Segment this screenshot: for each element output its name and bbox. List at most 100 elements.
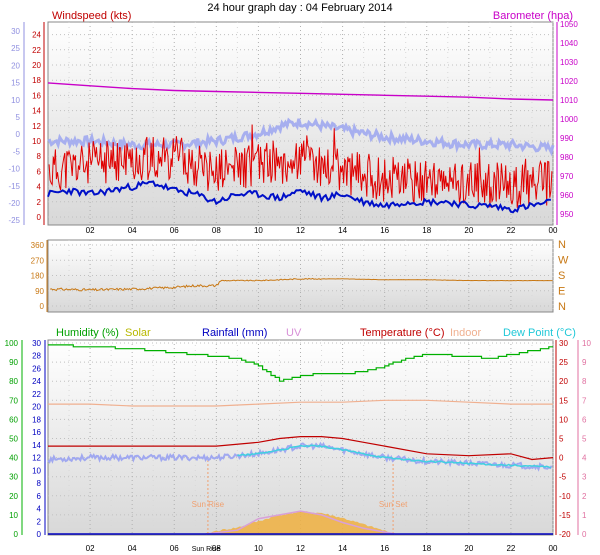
climate-series: Sun Rise Sun Set [47, 344, 554, 535]
x-tick-label: 16 [380, 226, 389, 235]
direction-series [49, 277, 553, 292]
temp-tick-label: 30 [559, 339, 568, 348]
temp-tick-label: 20 [559, 377, 568, 386]
baro-tick-label: 990 [560, 134, 574, 143]
humidity-tick-label: 60 [9, 415, 18, 424]
baro-tick-label: 1020 [560, 77, 578, 86]
far-left-tick-label: -15 [8, 182, 20, 191]
uv-tick-label: 1 [582, 511, 587, 520]
uv-tick-label: 5 [582, 435, 587, 444]
wind-tick-label: 10 [32, 137, 41, 146]
rain-tick-label: 22 [32, 390, 41, 399]
rainfall-label: Rainfall (mm) [202, 327, 267, 339]
temp-tick-label: -5 [559, 473, 567, 482]
wind-tick-label: 14 [32, 107, 41, 116]
temp-tick-label: 0 [559, 454, 564, 463]
baro-tick-label: 950 [560, 210, 574, 219]
x-tick-label: 14 [338, 544, 347, 553]
x-tick-label: 10 [254, 544, 263, 553]
x-tick-label: 22 [506, 226, 515, 235]
barometer-label: Barometer (hpa) [493, 10, 573, 22]
uv-tick-label: 3 [582, 473, 587, 482]
baro-tick-label: 980 [560, 153, 574, 162]
rain-tick-label: 30 [32, 339, 41, 348]
rain-tick-label: 14 [32, 441, 41, 450]
uv-tick-label: 7 [582, 396, 587, 405]
solar-label: Solar [125, 327, 151, 339]
x-tick-label: 22 [506, 544, 515, 553]
rain-tick-label: 8 [37, 479, 42, 488]
humidity-tick-label: 10 [9, 511, 18, 520]
barometer-line [47, 82, 554, 101]
far-left-tick-label: 0 [16, 130, 21, 139]
sunrise-tick-label: Sun Rise [192, 546, 221, 553]
baro-tick-label: 970 [560, 172, 574, 181]
compass-label: N [558, 301, 566, 313]
rain-tick-label: 2 [37, 517, 42, 526]
compass-label: S [558, 270, 565, 282]
x-tick-label: 00 [549, 544, 558, 553]
sunset-label: Sun Set [379, 500, 408, 509]
dir-tick-label: 360 [31, 241, 45, 250]
far-left-tick-label: -20 [8, 199, 20, 208]
uv-tick-label: 4 [582, 454, 587, 463]
rain-tick-label: 4 [37, 505, 42, 514]
dir-tick-label: 90 [35, 287, 44, 296]
graph-title: 24 hour graph day : 04 February 2014 [207, 2, 392, 14]
rain-tick-label: 16 [32, 428, 41, 437]
gust-band-line [47, 117, 555, 157]
x-tick-label: 02 [86, 544, 95, 553]
humidity-tick-label: 80 [9, 377, 18, 386]
rain-tick-label: 6 [37, 492, 42, 501]
climate-panel [47, 339, 554, 536]
wind-tick-label: 24 [32, 31, 41, 40]
x-tick-label: 16 [380, 544, 389, 553]
windspeed-line [48, 124, 553, 208]
humidity-tick-label: 50 [9, 435, 18, 444]
rain-tick-label: 10 [32, 466, 41, 475]
humidity-tick-label: 40 [9, 454, 18, 463]
x-tick-label: 12 [296, 544, 305, 553]
x-tick-label: 14 [338, 226, 347, 235]
humidity-tick-label: 30 [9, 473, 18, 482]
dir-tick-label: 0 [40, 302, 45, 311]
humidity-tick-label: 70 [9, 396, 18, 405]
windspeed-label: Windspeed (kts) [52, 10, 131, 22]
baro-tick-label: 960 [560, 191, 574, 200]
compass-label: W [558, 255, 569, 267]
wind-tick-label: 16 [32, 91, 41, 100]
x-tick-label: 04 [128, 226, 137, 235]
uv-tick-label: 10 [582, 339, 591, 348]
uv-tick-label: 2 [582, 492, 587, 501]
far-left-tick-label: -5 [13, 147, 21, 156]
dewpoint-line [237, 444, 552, 469]
humidity-tick-label: 90 [9, 358, 18, 367]
far-left-tick-label: 5 [16, 113, 21, 122]
rain-tick-label: 0 [37, 530, 42, 539]
humidity-label: Humidity (%) [56, 327, 119, 339]
uv-tick-label: 9 [582, 358, 587, 367]
x-tick-label: 18 [422, 544, 431, 553]
uv-tick-label: 0 [582, 530, 587, 539]
uv-tick-label: 8 [582, 377, 587, 386]
wind-tick-label: 20 [32, 61, 41, 70]
temp-tick-label: 5 [559, 435, 564, 444]
baro-tick-label: 1040 [560, 39, 578, 48]
wind-axes: 02 04 06 08 10 12 14 16 18 20 22 002422201816141210… [8, 20, 578, 235]
x-tick-label: 18 [422, 226, 431, 235]
wind-tick-label: 0 [37, 213, 42, 222]
wind-tick-label: 6 [37, 167, 42, 176]
x-tick-label: 06 [170, 226, 179, 235]
humidity-line [48, 344, 553, 382]
indoor-label: Indoor [450, 327, 482, 339]
baro-tick-label: 1000 [560, 115, 578, 124]
solar-area [205, 510, 396, 534]
temperature-label: Temperature (°C) [360, 327, 444, 339]
wind-tick-label: 12 [32, 122, 41, 131]
x-tick-label: 00 [549, 226, 558, 235]
dewpoint-label: Dew Point (°C) [503, 327, 576, 339]
uv-tick-label: 6 [582, 415, 587, 424]
temp-tick-label: -15 [559, 511, 571, 520]
climate-axes: 02 04 06 08 10 12 14 16 18 20 22 001009080706050403… [5, 339, 592, 553]
